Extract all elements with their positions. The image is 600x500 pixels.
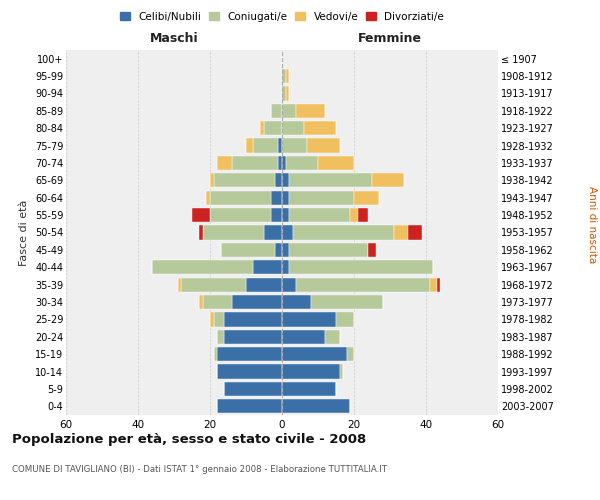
Bar — [271, 208, 282, 222]
Bar — [336, 312, 354, 326]
Bar — [368, 243, 376, 257]
Bar — [210, 190, 271, 205]
Text: Anni di nascita: Anni di nascita — [587, 186, 597, 264]
Bar — [246, 278, 282, 292]
Bar — [214, 173, 275, 188]
Bar — [296, 104, 325, 118]
Bar — [296, 278, 430, 292]
Bar — [430, 278, 437, 292]
Bar — [289, 243, 368, 257]
Bar — [282, 138, 307, 152]
Bar — [282, 399, 350, 413]
Bar — [203, 295, 232, 309]
Bar — [282, 330, 325, 344]
Bar — [354, 190, 379, 205]
Bar — [282, 121, 304, 136]
Text: Femmine: Femmine — [358, 32, 422, 45]
Bar — [275, 243, 282, 257]
Bar — [203, 226, 264, 239]
Bar — [372, 173, 404, 188]
Bar — [347, 347, 354, 362]
Bar — [271, 190, 282, 205]
Bar — [325, 330, 340, 344]
Bar — [232, 156, 278, 170]
Bar — [289, 173, 372, 188]
Text: COMUNE DI TAVIGLIANO (BI) - Dati ISTAT 1° gennaio 2008 - Elaborazione TUTTITALIA: COMUNE DI TAVIGLIANO (BI) - Dati ISTAT 1… — [12, 466, 387, 474]
Bar — [192, 208, 210, 222]
Bar — [275, 173, 282, 188]
Bar — [293, 226, 394, 239]
Bar — [289, 260, 433, 274]
Bar — [289, 190, 354, 205]
Bar — [282, 382, 336, 396]
Bar — [282, 173, 289, 188]
Bar — [437, 278, 440, 292]
Bar — [282, 69, 286, 83]
Bar — [253, 138, 278, 152]
Bar — [282, 104, 296, 118]
Bar — [206, 190, 210, 205]
Bar — [282, 347, 347, 362]
Bar — [210, 312, 214, 326]
Bar — [340, 364, 343, 378]
Bar — [394, 226, 408, 239]
Bar — [217, 364, 282, 378]
Bar — [282, 260, 289, 274]
Bar — [264, 226, 282, 239]
Y-axis label: Fasce di età: Fasce di età — [19, 200, 29, 266]
Bar — [282, 208, 289, 222]
Bar — [210, 208, 271, 222]
Bar — [152, 260, 253, 274]
Bar — [307, 138, 340, 152]
Bar — [217, 399, 282, 413]
Bar — [350, 208, 358, 222]
Bar — [246, 138, 253, 152]
Bar — [214, 347, 217, 362]
Bar — [304, 121, 336, 136]
Bar — [224, 382, 282, 396]
Bar — [224, 330, 282, 344]
Bar — [217, 347, 282, 362]
Bar — [214, 312, 224, 326]
Bar — [264, 121, 282, 136]
Bar — [408, 226, 422, 239]
Bar — [217, 156, 232, 170]
Bar — [311, 295, 383, 309]
Bar — [282, 156, 286, 170]
Text: Maschi: Maschi — [149, 32, 199, 45]
Bar — [289, 208, 350, 222]
Bar — [282, 278, 296, 292]
Bar — [199, 295, 203, 309]
Bar — [318, 156, 354, 170]
Bar — [271, 104, 282, 118]
Bar — [286, 69, 289, 83]
Bar — [278, 156, 282, 170]
Bar — [282, 86, 286, 101]
Bar — [210, 173, 214, 188]
Bar — [286, 86, 289, 101]
Bar — [253, 260, 282, 274]
Bar — [199, 226, 203, 239]
Bar — [221, 243, 275, 257]
Text: Popolazione per età, sesso e stato civile - 2008: Popolazione per età, sesso e stato civil… — [12, 432, 366, 446]
Bar — [282, 226, 293, 239]
Bar — [286, 156, 318, 170]
Bar — [217, 330, 224, 344]
Bar — [224, 312, 282, 326]
Bar — [260, 121, 264, 136]
Bar — [181, 278, 246, 292]
Bar — [278, 138, 282, 152]
Bar — [282, 364, 340, 378]
Bar — [358, 208, 368, 222]
Bar — [232, 295, 282, 309]
Bar — [178, 278, 181, 292]
Legend: Celibi/Nubili, Coniugati/e, Vedovi/e, Divorziati/e: Celibi/Nubili, Coniugati/e, Vedovi/e, Di… — [116, 8, 448, 26]
Bar — [282, 243, 289, 257]
Bar — [282, 295, 311, 309]
Bar — [282, 190, 289, 205]
Bar — [282, 312, 336, 326]
